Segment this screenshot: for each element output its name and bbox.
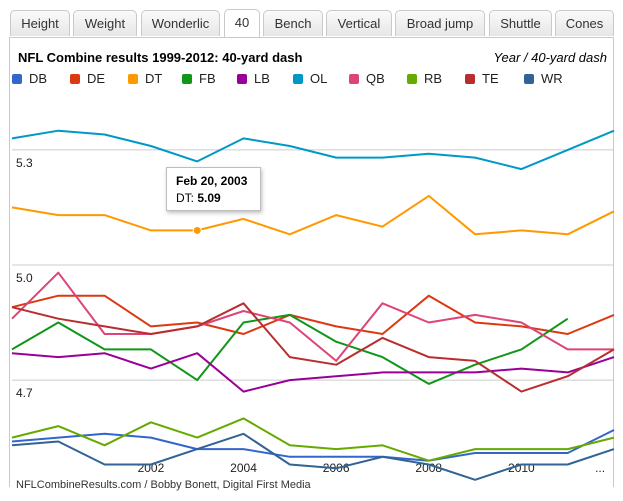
- series-line-wr: [11, 432, 615, 481]
- legend-item-ol[interactable]: OL: [293, 71, 327, 87]
- credit-line: NFLCombineResults.com / Bobby Bonett, Di…: [16, 479, 311, 491]
- legend-label: OL: [310, 71, 328, 86]
- legend-item-db[interactable]: DB: [12, 71, 47, 87]
- tab-weight[interactable]: Weight: [73, 10, 137, 36]
- y-tick-label: 5.3: [16, 156, 33, 170]
- chart-title: NFL Combine results 1999-2012: 40-yard d…: [18, 50, 303, 65]
- tab-bench[interactable]: Bench: [263, 10, 323, 36]
- legend-item-wr[interactable]: WR: [524, 71, 563, 87]
- legend-item-rb[interactable]: RB: [407, 71, 442, 87]
- legend-label: DE: [87, 71, 106, 86]
- series-line-dt: [11, 194, 615, 236]
- legend-label: DT: [145, 71, 163, 86]
- series-line-db: [11, 429, 615, 462]
- legend-item-lb[interactable]: LB: [237, 71, 270, 87]
- x-tick-label: ...: [595, 461, 605, 475]
- tooltip-series: DT:: [176, 191, 194, 205]
- legend-swatch: [70, 74, 80, 84]
- legend-swatch: [524, 74, 534, 84]
- series-line-fb: [11, 313, 569, 385]
- tab-broad-jump[interactable]: Broad jump: [395, 10, 485, 36]
- legend-swatch: [465, 74, 475, 84]
- tab-vertical[interactable]: Vertical: [326, 10, 392, 36]
- legend-label: LB: [254, 71, 270, 86]
- legend-label: TE: [482, 71, 499, 86]
- legend-label: RB: [424, 71, 443, 86]
- legend-swatch: [349, 74, 359, 84]
- legend-item-fb[interactable]: FB: [182, 71, 216, 87]
- legend-label: QB: [366, 71, 385, 86]
- tab-40[interactable]: 40: [224, 9, 260, 37]
- x-tick-label: 2008: [415, 461, 442, 475]
- x-tick-label: 2002: [138, 461, 165, 475]
- y-tick-label: 5.0: [16, 271, 33, 285]
- tab-shuttle[interactable]: Shuttle: [489, 10, 552, 36]
- x-tick-label: 2004: [230, 461, 257, 475]
- legend-label: DB: [29, 71, 48, 86]
- legend-label: FB: [199, 71, 216, 86]
- y-tick-label: 4.7: [16, 386, 33, 400]
- series-line-qb: [11, 271, 614, 362]
- legend-swatch: [407, 74, 417, 84]
- legend-swatch: [182, 74, 192, 84]
- series-line-de: [11, 294, 615, 335]
- legend-swatch: [128, 74, 138, 84]
- tab-height[interactable]: Height: [10, 10, 70, 36]
- chart-panel: [9, 37, 614, 487]
- legend-item-de[interactable]: DE: [70, 71, 105, 87]
- tooltip-value: 5.09: [197, 191, 221, 205]
- legend-item-dt[interactable]: DT: [128, 71, 162, 87]
- series-line-lb: [11, 352, 615, 393]
- series-line-te: [11, 302, 615, 393]
- legend-label: WR: [541, 71, 563, 86]
- legend-item-qb[interactable]: QB: [349, 71, 385, 87]
- axis-note: Year / 40-yard dash: [493, 50, 607, 65]
- data-tooltip: Feb 20, 2003 DT: 5.09: [166, 167, 261, 211]
- tab-cones[interactable]: Cones: [555, 10, 614, 36]
- legend-swatch: [293, 74, 303, 84]
- series-line-rb: [11, 417, 615, 462]
- legend-swatch: [12, 74, 22, 84]
- highlight-point: [192, 225, 202, 235]
- series-line-ol: [11, 129, 615, 171]
- tab-bar: Height Weight Wonderlic 40 Bench Vertica…: [0, 0, 623, 38]
- tooltip-date: Feb 20, 2003: [176, 174, 248, 188]
- legend-swatch: [237, 74, 247, 84]
- tooltip-value-row: DT: 5.09: [176, 190, 260, 207]
- legend-item-te[interactable]: TE: [465, 71, 499, 87]
- tab-wonderlic[interactable]: Wonderlic: [141, 10, 220, 36]
